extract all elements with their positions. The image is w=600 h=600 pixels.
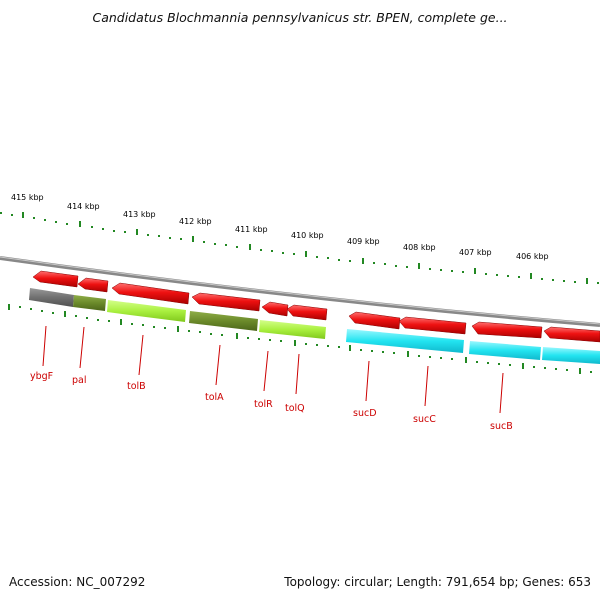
cog-bar-ybgF bbox=[29, 288, 74, 307]
gene-arrow-pal[interactable] bbox=[77, 277, 109, 293]
gene-arrow-tolR[interactable] bbox=[261, 301, 289, 317]
cog-bar-sucD-sucC bbox=[346, 329, 464, 353]
gene-arrow-sucC[interactable] bbox=[398, 316, 467, 335]
gene-label-sucB[interactable]: sucB bbox=[490, 421, 513, 432]
cog-bar-tolA bbox=[189, 311, 258, 331]
topology-text: Topology: circular; Length: 791,654 bp; … bbox=[284, 575, 591, 589]
gene-arrow-next[interactable] bbox=[543, 326, 600, 343]
gene-label-pal[interactable]: pal bbox=[72, 375, 87, 386]
gene-arrow-sucB[interactable] bbox=[471, 321, 543, 339]
cog-bar-tolQR bbox=[259, 320, 326, 339]
cog-bar-next bbox=[542, 347, 600, 364]
kbp-label: 415 kbp bbox=[11, 193, 44, 202]
gene-arrow-tolQ[interactable] bbox=[286, 304, 328, 321]
kbp-label: 414 kbp bbox=[67, 202, 100, 211]
kbp-label: 410 kbp bbox=[291, 231, 324, 240]
gene-arrow-tolB[interactable] bbox=[111, 282, 190, 305]
gene-label-tolB[interactable]: tolB bbox=[127, 381, 146, 392]
kbp-label: 408 kbp bbox=[403, 243, 436, 252]
accession-text: Accession: NC_007292 bbox=[9, 575, 146, 589]
cog-bar-tolB bbox=[107, 300, 186, 322]
gene-leader-lines bbox=[42, 325, 504, 414]
gene-label-tolA[interactable]: tolA bbox=[205, 392, 224, 403]
kbp-label: 406 kbp bbox=[516, 252, 549, 261]
gene-label-sucC[interactable]: sucC bbox=[413, 414, 436, 425]
kbp-label: 412 kbp bbox=[179, 217, 212, 226]
genome-backbone bbox=[0, 256, 600, 327]
gene-arrow-ybgF[interactable] bbox=[32, 270, 79, 288]
gene-labels: ybgF pal tolB tolA tolR tolQ sucD sucC s… bbox=[30, 371, 513, 432]
gene-arrow-tolA[interactable] bbox=[191, 292, 261, 312]
outer-tick-ring bbox=[0, 212, 599, 284]
inner-tick-ring bbox=[8, 304, 592, 374]
gene-label-ybgF[interactable]: ybgF bbox=[30, 371, 53, 382]
forward-strand-genes bbox=[32, 270, 600, 343]
kbp-label: 407 kbp bbox=[459, 248, 492, 257]
kbp-labels: 415 kbp 414 kbp 413 kbp 412 kbp 411 kbp … bbox=[11, 193, 549, 261]
gene-label-tolR[interactable]: tolR bbox=[254, 399, 273, 410]
cog-bar-sucB bbox=[469, 341, 541, 360]
gene-arrow-sucD[interactable] bbox=[348, 311, 401, 330]
cog-bar-pal bbox=[73, 295, 106, 311]
gene-label-tolQ[interactable]: tolQ bbox=[285, 403, 305, 414]
kbp-label: 409 kbp bbox=[347, 237, 380, 246]
kbp-label: 411 kbp bbox=[235, 225, 268, 234]
gene-label-sucD[interactable]: sucD bbox=[353, 408, 377, 419]
cog-category-bars bbox=[29, 288, 600, 364]
kbp-label: 413 kbp bbox=[123, 210, 156, 219]
map-title: Candidatus Blochmannia pennsylvanicus st… bbox=[92, 10, 508, 25]
